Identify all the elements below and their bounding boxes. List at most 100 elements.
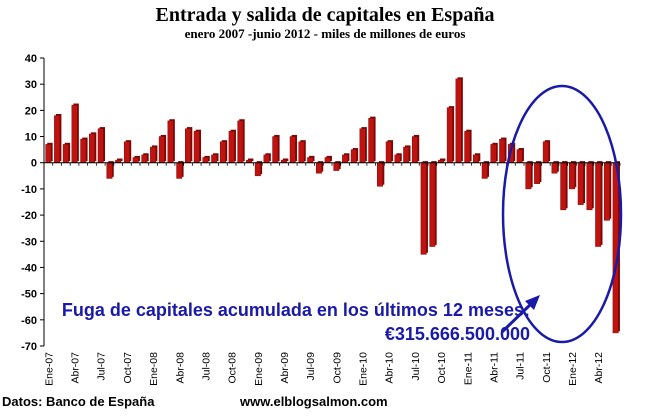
bar [595, 162, 602, 247]
bar [150, 146, 157, 163]
y-tick-label: -70 [21, 341, 37, 353]
chart-subtitle: enero 2007 -junio 2012 - miles de millon… [184, 26, 466, 41]
bar [612, 162, 619, 334]
bar [45, 144, 52, 163]
y-tick-label: -40 [21, 262, 37, 274]
bar [464, 131, 471, 163]
x-tick-label: Oct-10 [436, 352, 448, 384]
y-tick-label: -20 [21, 210, 37, 222]
bar [298, 141, 305, 163]
x-tick-label: Jul-09 [305, 352, 317, 381]
callout-text: Fuga de capitales acumulada en los últim… [61, 300, 530, 320]
bar [185, 128, 191, 163]
bar [403, 146, 410, 163]
bar [237, 120, 244, 163]
bar [80, 138, 87, 163]
y-tick-label: -50 [21, 289, 37, 301]
bar [307, 157, 314, 163]
x-tick-label: Oct-09 [331, 352, 343, 384]
bar [132, 157, 139, 163]
y-tick-label: 20 [25, 105, 37, 117]
x-tick-label: Abr-11 [488, 352, 500, 383]
y-tick-label: -60 [21, 315, 37, 327]
bar [62, 144, 69, 163]
x-tick-label: Ene-07 [43, 352, 55, 386]
callout-arrow-head [525, 295, 540, 310]
x-tick-label: Ene-12 [567, 352, 579, 386]
website-credit: www.elblogsalmon.com [240, 394, 388, 409]
bar [542, 141, 549, 163]
y-tick-label: -10 [21, 184, 37, 196]
bar [490, 144, 497, 163]
bar [97, 128, 104, 163]
y-tick-label: 30 [25, 79, 37, 91]
bar [324, 157, 331, 163]
x-tick-label: Jul-11 [515, 352, 527, 380]
y-tick-label: 0 [31, 158, 37, 170]
bar [499, 138, 506, 163]
bar [123, 141, 130, 163]
bar [359, 128, 366, 163]
bar [551, 162, 558, 174]
x-tick-label: Abr-08 [174, 352, 186, 384]
bar [71, 104, 78, 163]
bar-depth [439, 158, 446, 162]
bar [141, 154, 148, 163]
x-tick-label: Jul-07 [96, 352, 108, 381]
y-tick-label: -30 [21, 236, 37, 248]
bar [176, 162, 183, 179]
bar-depth [282, 158, 289, 162]
bar [254, 162, 261, 177]
y-tick-label: 10 [25, 132, 37, 144]
bar [315, 162, 322, 174]
bar [219, 141, 226, 163]
bar [420, 162, 427, 255]
bar [193, 131, 200, 163]
bar [158, 136, 165, 163]
bar [211, 154, 218, 163]
bar [342, 154, 349, 163]
bar [577, 162, 584, 205]
bar-depth [117, 158, 123, 162]
bar [377, 162, 383, 187]
bar [228, 131, 235, 163]
bar [429, 162, 436, 247]
bar [263, 154, 270, 163]
bar [333, 162, 340, 171]
bar [516, 149, 523, 163]
bar [368, 117, 375, 163]
chart-title: Entrada y salida de capitales en España [155, 4, 495, 26]
bar [560, 162, 567, 211]
bar [385, 141, 392, 163]
callout-arrow-line [500, 300, 535, 334]
bar [525, 162, 532, 190]
bar-depth [247, 158, 254, 162]
bar [89, 133, 95, 163]
bar [473, 154, 479, 163]
bar [411, 136, 418, 163]
bar [394, 154, 401, 163]
bar [603, 162, 610, 221]
bar [272, 136, 279, 163]
x-tick-label: Abr-07 [70, 352, 82, 384]
x-tick-label: Oct-11 [541, 352, 553, 383]
highlight-ellipse [501, 84, 623, 344]
bar [106, 162, 113, 179]
bar [534, 162, 541, 184]
x-tick-label: Ene-11 [462, 352, 474, 385]
bar [569, 162, 575, 190]
x-tick-label: Ene-10 [358, 352, 370, 386]
x-tick-label: Abr-09 [279, 352, 291, 384]
x-tick-label: Jul-08 [200, 352, 212, 381]
x-tick-label: Oct-07 [122, 352, 134, 384]
bar [54, 115, 61, 163]
callout-amount: €315.666.500.000 [384, 324, 530, 344]
bar [481, 162, 488, 179]
source-note: Datos: Banco de España [2, 394, 155, 409]
bar [167, 120, 174, 163]
x-tick-label: Ene-08 [148, 352, 160, 386]
bar [289, 136, 296, 163]
y-tick-label: 40 [25, 53, 37, 65]
x-tick-label: Oct-08 [227, 352, 239, 384]
